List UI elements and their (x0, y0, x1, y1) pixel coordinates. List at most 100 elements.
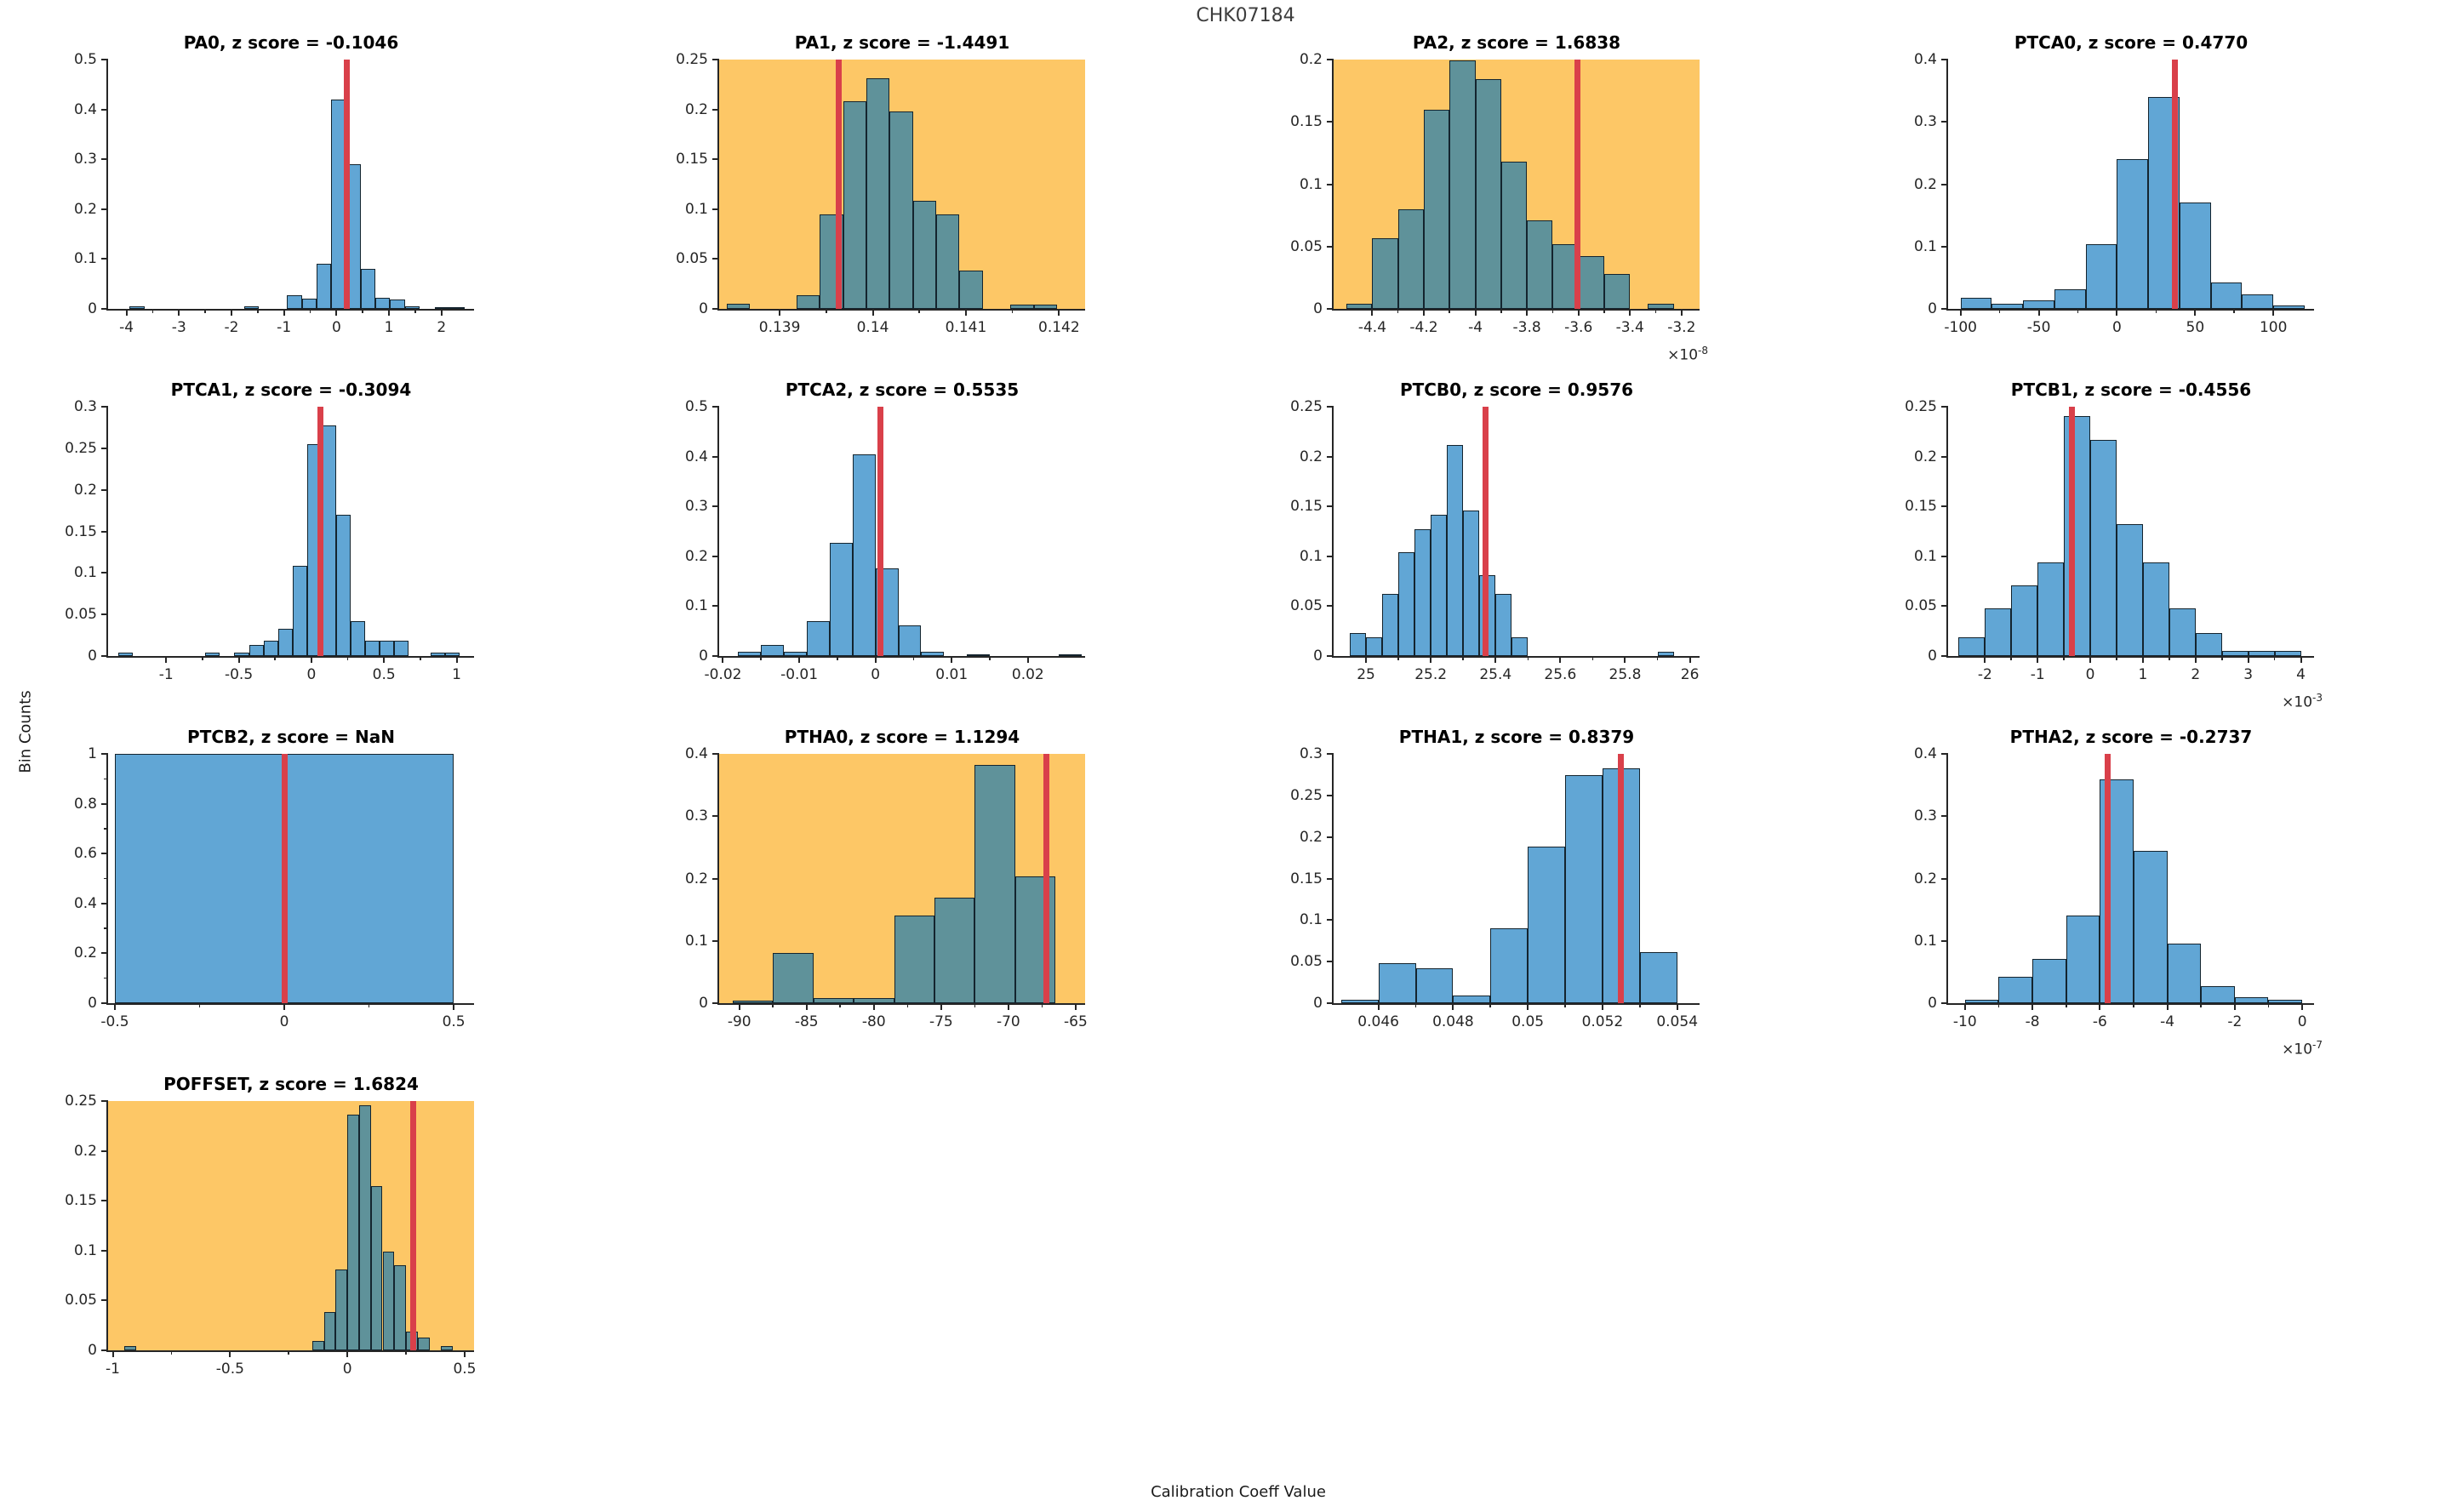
y-tick-label: 0.2 (1913, 175, 1937, 193)
x-minor-tick (2010, 656, 2013, 660)
x-tick-label: 4 (2296, 666, 2306, 683)
y-tick (1327, 877, 1334, 880)
x-tick-label: 0 (2112, 319, 2122, 336)
y-tick (101, 753, 108, 755)
x-tick-label: -75 (929, 1013, 953, 1030)
y-tick (101, 1249, 108, 1252)
histogram-bar (350, 620, 366, 656)
x-tick (1629, 309, 1631, 316)
y-tick-label: 0.2 (684, 870, 708, 887)
histogram-bar (1565, 775, 1603, 1003)
histogram-bar (1398, 552, 1415, 656)
z-score-marker-line (343, 60, 350, 309)
histogram-bar (1415, 967, 1454, 1003)
x-tick (738, 1003, 740, 1010)
y-tick-label: 0 (88, 1342, 97, 1359)
x-minor-tick (912, 656, 915, 660)
x-tick (872, 1003, 875, 1010)
y-tick (101, 530, 108, 533)
histogram-bar (1423, 109, 1450, 309)
histogram-bar (852, 454, 876, 656)
histogram-bar (1998, 976, 2033, 1003)
y-tick (101, 59, 108, 60)
x-tick-label: 3 (2243, 666, 2254, 683)
histogram-bar (1449, 60, 1476, 309)
y-tick-label: 0.05 (1905, 597, 1937, 615)
x-tick (1494, 656, 1497, 663)
y-minor-tick (104, 778, 108, 780)
y-tick (1327, 59, 1334, 60)
y-tick (1327, 753, 1334, 755)
x-minor-tick (826, 309, 827, 313)
x-minor-tick (202, 656, 203, 660)
y-tick (1941, 1002, 1948, 1004)
x-tick-label: -6 (2092, 1013, 2107, 1030)
y-minor-tick (104, 828, 108, 830)
x-tick (964, 309, 967, 316)
x-tick (125, 309, 128, 316)
y-tick (101, 613, 108, 616)
y-tick-label: 0 (1313, 300, 1323, 317)
y-tick-label: 0.3 (684, 498, 708, 516)
subplot-PTCA1: PTCA1, z score = -0.3094 -1 -0.5 0 0.5 1 0 0.05… (65, 379, 474, 683)
y-tick (1941, 555, 1948, 557)
x-tick-label: 0.5 (453, 1361, 477, 1378)
histogram-bar (287, 295, 302, 309)
x-tick (1365, 656, 1368, 663)
y-tick (101, 1200, 108, 1202)
y-tick-label: 0 (88, 648, 97, 665)
x-tick (335, 309, 338, 316)
x-tick (779, 309, 781, 316)
y-tick (1327, 406, 1334, 408)
x-tick (874, 656, 877, 663)
histogram-bar (1552, 243, 1579, 309)
x-tick-label: 0.142 (1038, 319, 1080, 336)
x-tick-label: 0.02 (1011, 666, 1044, 683)
histogram-bar (1346, 304, 1373, 309)
y-tick-label: 0.2 (1299, 828, 1323, 846)
subplot-title-PTCA0: PTCA0, z score = 0.4770 (2014, 32, 2249, 53)
x-tick (178, 309, 180, 316)
histogram-bar (1639, 952, 1677, 1003)
x-minor-tick (1591, 656, 1594, 660)
y-tick-label: 0.1 (1913, 237, 1937, 255)
y-tick (1327, 505, 1334, 508)
y-tick (712, 939, 719, 942)
x-minor-tick (1551, 309, 1554, 313)
x-tick (1422, 309, 1425, 316)
x-tick (383, 656, 386, 663)
histogram-bar (1414, 529, 1431, 656)
y-tick (1327, 655, 1334, 657)
histogram-bar (321, 425, 336, 656)
histogram-bar (1991, 304, 2024, 309)
y-tick-label: 0.05 (676, 250, 708, 268)
histogram-bar (1431, 514, 1448, 656)
y-tick-label: 0.4 (73, 100, 97, 118)
histogram-bar (2273, 305, 2305, 309)
histogram-bar (435, 306, 450, 309)
histogram-bar (1648, 304, 1674, 309)
subplot-PA1: PA1, z score = -1.4491 0.139 0.14 0.141 0.14… (676, 32, 1085, 336)
y-tick-label: 0 (88, 300, 97, 317)
histogram-bar (784, 652, 808, 656)
y-tick (1327, 308, 1334, 310)
x-minor-tick (1011, 309, 1014, 313)
x-tick (2247, 656, 2249, 663)
histogram-bar (732, 1001, 774, 1003)
x-tick-label: 0 (342, 1361, 352, 1378)
subplot-title-PTCA1: PTCA1, z score = -0.3094 (170, 379, 412, 400)
y-tick (1327, 245, 1334, 248)
histogram-bar (2032, 959, 2066, 1003)
histogram-bar (935, 214, 960, 309)
x-minor-tick (288, 1350, 290, 1355)
histogram-bar (934, 898, 975, 1003)
y-tick-label: 0.4 (1913, 51, 1937, 68)
y-tick (101, 208, 108, 210)
subplot-title-PTHA1: PTHA1, z score = 0.8379 (1398, 727, 1635, 747)
histogram-bar (301, 299, 317, 309)
y-tick (712, 108, 719, 111)
x-tick-label: -4 (1468, 319, 1483, 336)
histogram-bar (2268, 1000, 2303, 1003)
y-tick (1327, 794, 1334, 796)
x-tick (463, 1350, 466, 1357)
